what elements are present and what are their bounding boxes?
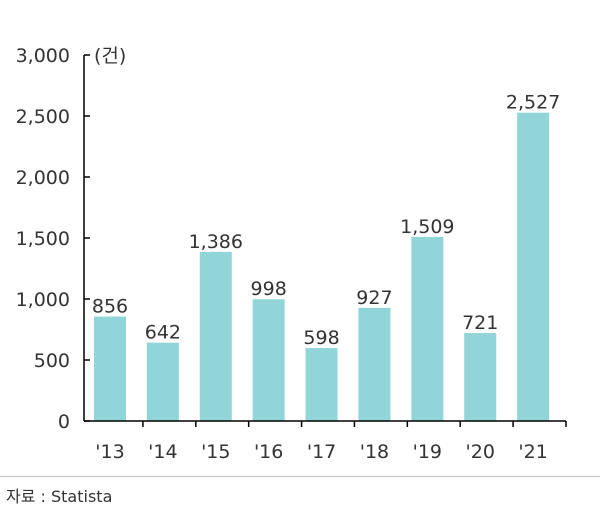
- y-tick-label: 500: [34, 350, 70, 372]
- data-label: 721: [462, 312, 498, 334]
- data-label: 642: [145, 322, 181, 344]
- bar: [94, 316, 126, 421]
- bar: [252, 299, 285, 421]
- bar: [464, 333, 497, 421]
- y-tick-label: 1,500: [16, 228, 70, 250]
- x-tick-label: '18: [360, 441, 389, 463]
- x-tick-label: '19: [413, 441, 442, 463]
- bar: [358, 307, 391, 421]
- data-label: 598: [303, 327, 339, 349]
- data-label: 1,386: [189, 231, 243, 253]
- bar: [411, 236, 444, 421]
- bar: [305, 348, 338, 421]
- y-tick-label: 1,000: [16, 289, 70, 311]
- bar: [199, 251, 232, 421]
- y-tick-label: 3,000: [16, 45, 70, 67]
- bars: [94, 112, 550, 422]
- data-labels: 856 642 1,386 998 598 927 1,509 721 2,527: [92, 92, 560, 349]
- data-label: 927: [356, 287, 392, 309]
- source-divider: [0, 476, 600, 477]
- x-tick-label: '20: [466, 441, 495, 463]
- data-label: 2,527: [506, 92, 560, 114]
- y-tick-label: 2,000: [16, 167, 70, 189]
- x-axis: '13 '14 '15 '16 '17 '18 '19 '20 '21: [84, 420, 567, 463]
- x-tick-label: '17: [307, 441, 336, 463]
- data-label: 998: [251, 278, 287, 300]
- y-axis: 0 500 1,000 1,500 2,000 2,500 3,000: [16, 45, 90, 433]
- x-tick-label: '21: [518, 441, 547, 463]
- data-label: 856: [92, 296, 128, 318]
- source-note: 자료 : Statista: [6, 487, 113, 506]
- bar: [517, 112, 550, 422]
- data-label: 1,509: [400, 216, 454, 238]
- x-tick-label: '15: [201, 441, 230, 463]
- bar-chart: 0 500 1,000 1,500 2,000 2,500 3,000 856 642 1,38…: [16, 45, 567, 463]
- y-tick-label: 0: [58, 411, 70, 433]
- x-tick-label: '13: [95, 441, 124, 463]
- bar: [146, 342, 179, 421]
- x-tick-label: '14: [148, 441, 177, 463]
- x-tick-label: '16: [254, 441, 283, 463]
- unit-label: (건): [94, 45, 126, 67]
- y-tick-label: 2,500: [16, 106, 70, 128]
